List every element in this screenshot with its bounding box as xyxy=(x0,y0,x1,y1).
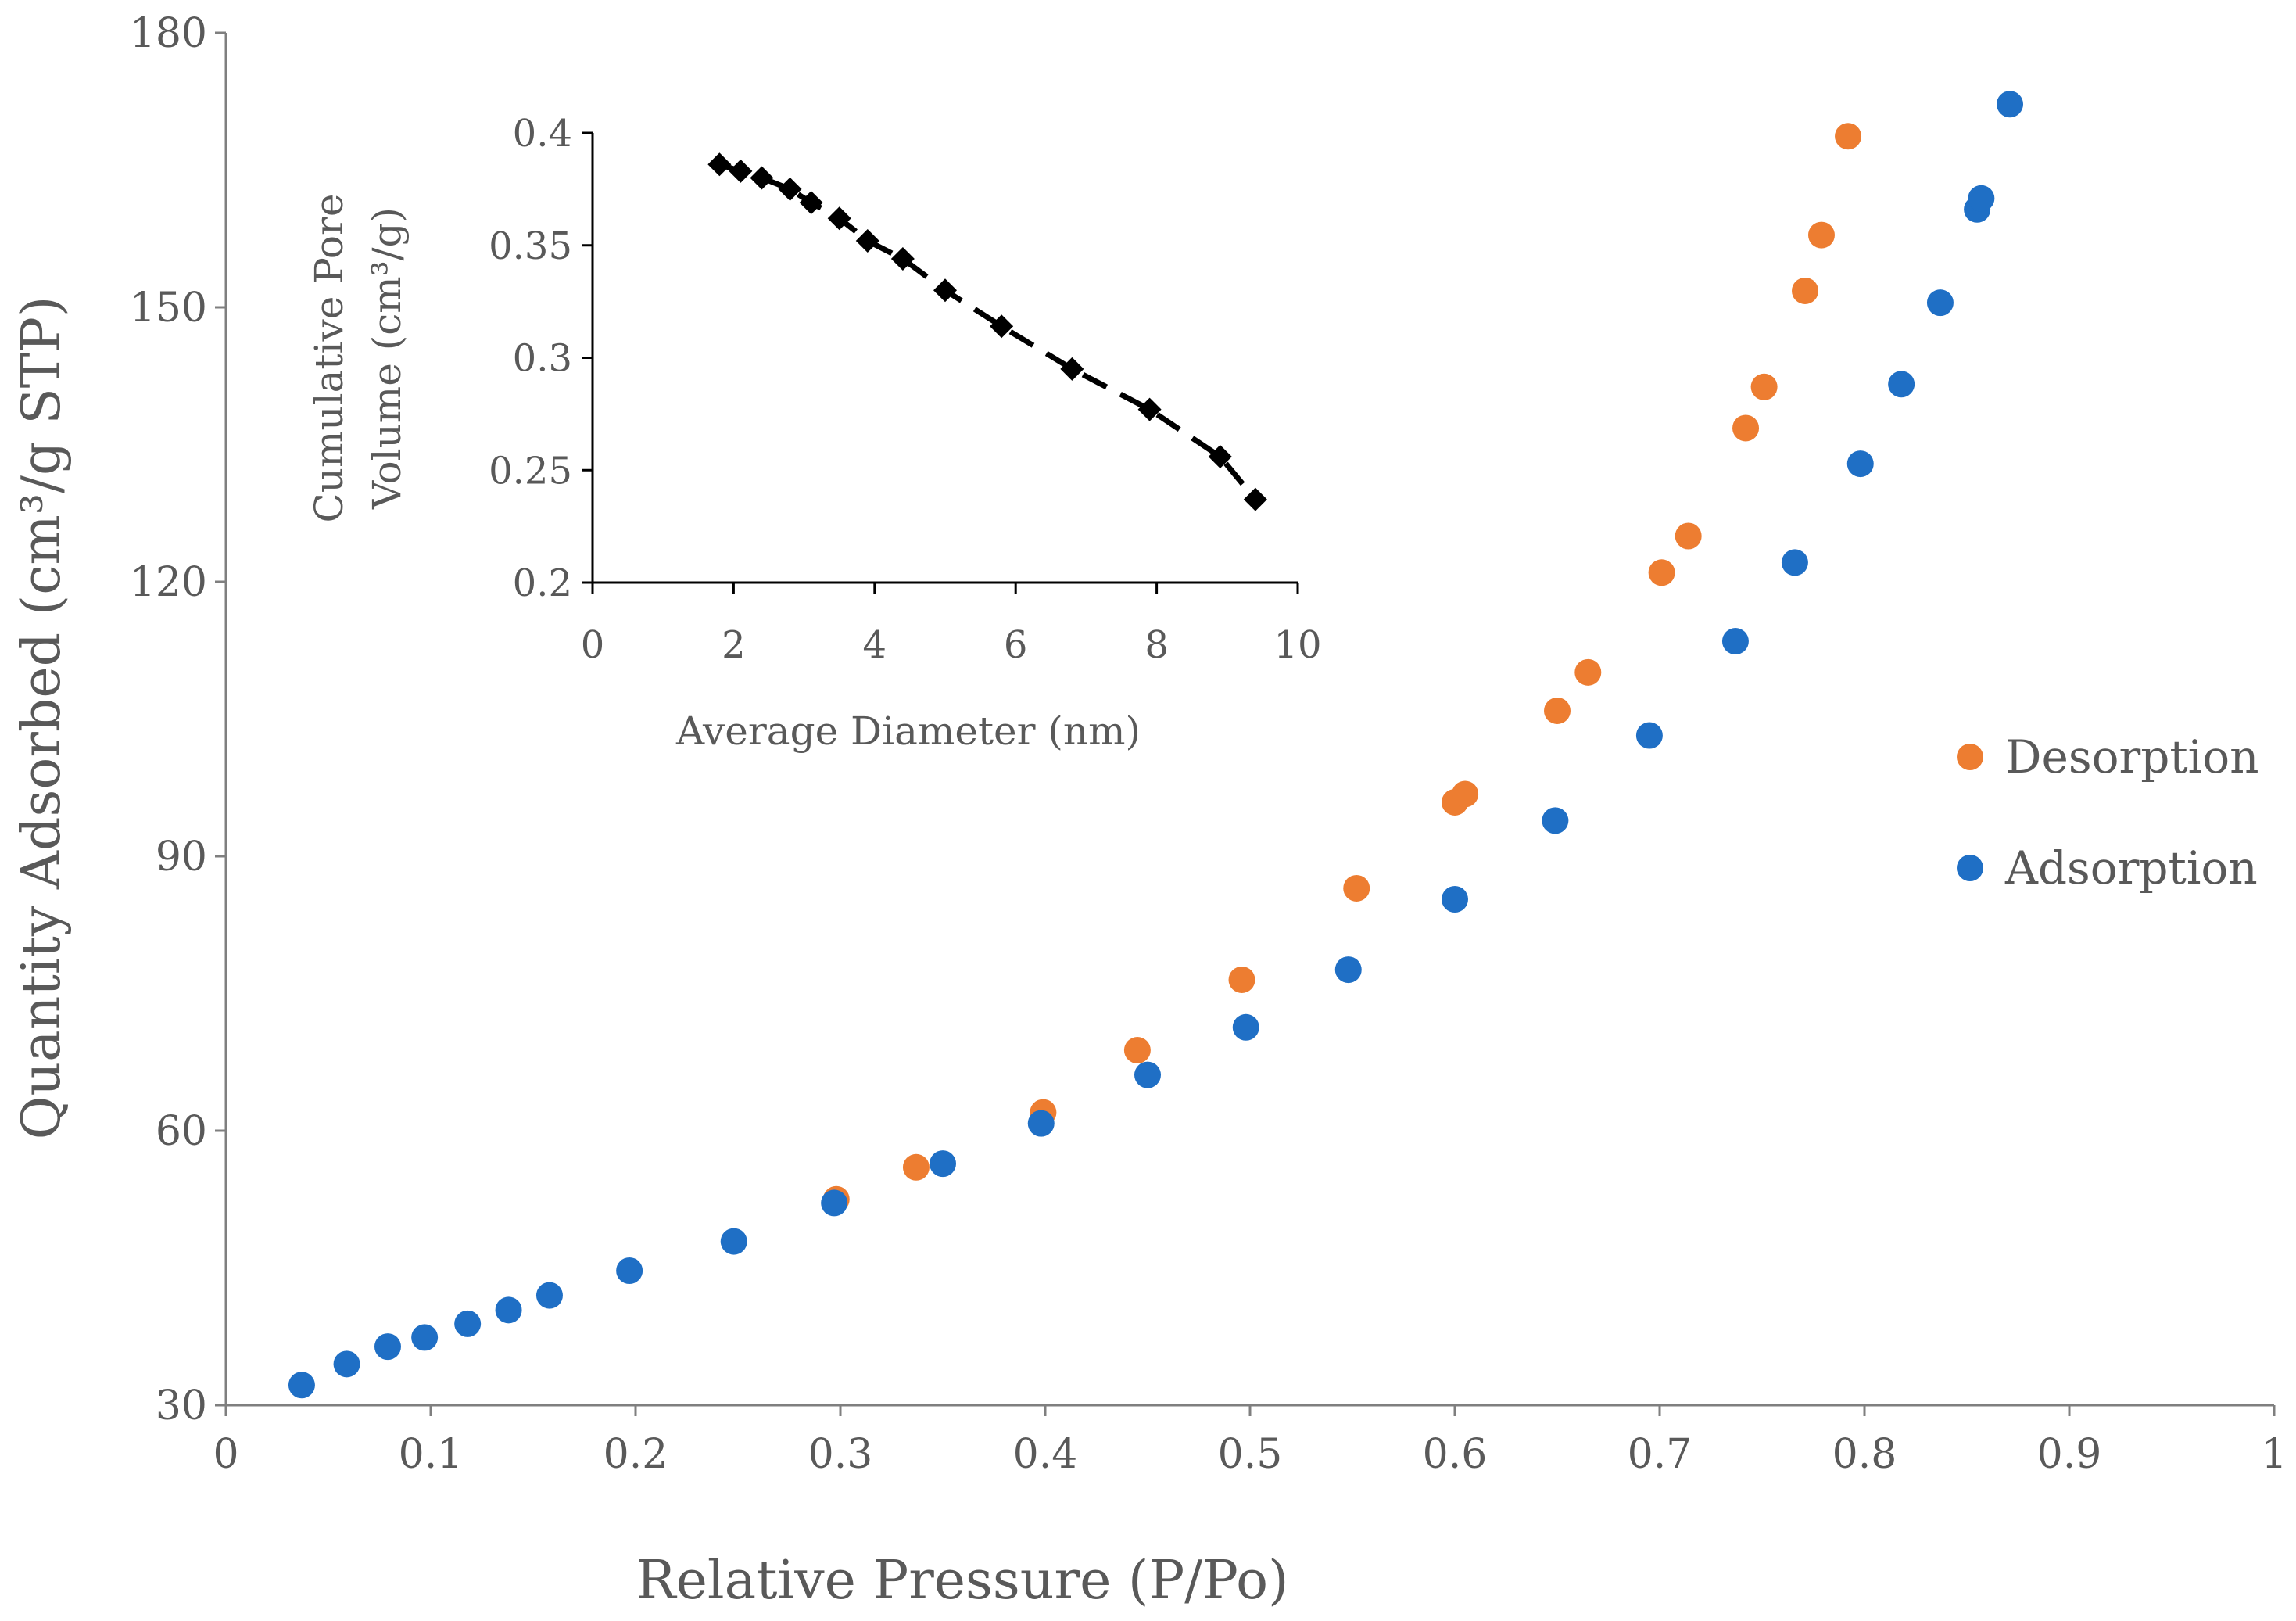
adsorption-point xyxy=(495,1296,522,1324)
adsorption-point xyxy=(1997,91,2024,118)
legend-marker-desorption xyxy=(1957,744,1983,770)
inset-y-tick-label: 0.3 xyxy=(513,337,572,381)
inset-diamond-point xyxy=(1060,357,1084,381)
inset-diamond-point xyxy=(933,278,957,303)
main-x-tick-label: 1 xyxy=(2261,1431,2287,1478)
legend: Desorption Adsorption xyxy=(1957,730,2259,895)
adsorption-point xyxy=(1926,289,1954,317)
desorption-point xyxy=(1792,277,1819,304)
inset-x-tick-label: 10 xyxy=(1273,623,1321,667)
adsorption-point xyxy=(535,1282,563,1309)
desorption-point xyxy=(1732,414,1760,442)
inset-trend-line xyxy=(718,161,1258,501)
main-x-tick-label: 0.9 xyxy=(2037,1431,2102,1478)
main-y-tick-label: 150 xyxy=(130,285,207,332)
inset-x-tick-label: 8 xyxy=(1144,623,1169,667)
inset-diamond-point xyxy=(1243,487,1267,511)
inset-x-tick-label: 4 xyxy=(863,623,887,667)
main-y-tick-label: 30 xyxy=(156,1383,207,1429)
inset-diamond-point xyxy=(750,166,774,190)
adsorption-point xyxy=(411,1324,439,1351)
inset-diamond-point xyxy=(729,159,753,183)
inset-axes: 0.2 0.25 0.3 0.35 0.4 0 2 4 6 8 10 xyxy=(489,112,1321,667)
desorption-point xyxy=(1807,221,1835,249)
adsorption-point xyxy=(288,1372,315,1399)
desorption-point xyxy=(1750,373,1778,400)
main-y-tick-label: 180 xyxy=(130,10,207,57)
main-data-points xyxy=(288,91,2024,1399)
inset-diamond-point xyxy=(827,206,851,231)
inset-y-axis-title-line1: Cumulative Pore xyxy=(306,194,352,523)
adsorption-point xyxy=(454,1310,482,1337)
adsorption-point xyxy=(1781,549,1808,576)
adsorption-point xyxy=(1442,885,1468,913)
main-x-tick-label: 0 xyxy=(213,1431,238,1478)
main-x-tick-label: 0.1 xyxy=(399,1431,464,1478)
main-y-tick-label: 90 xyxy=(156,834,207,880)
main-x-axis-title: Relative Pressure (P/Po) xyxy=(636,1550,1288,1612)
desorption-point xyxy=(1544,697,1571,724)
desorption-point xyxy=(1574,658,1602,686)
adsorption-point xyxy=(1721,628,1749,655)
main-y-tick-label: 120 xyxy=(130,559,207,606)
inset-diamond-point xyxy=(990,314,1014,339)
inset-x-tick-label: 6 xyxy=(1004,623,1028,667)
adsorption-point xyxy=(720,1228,747,1255)
main-y-tick-label: 60 xyxy=(156,1108,207,1155)
inset-y-tick-label: 0.4 xyxy=(513,112,572,156)
adsorption-point xyxy=(1968,185,1995,212)
inset-diamond-point xyxy=(1137,397,1162,421)
main-y-axis-title: Quantity Adsorbed (cm³/g STP) xyxy=(11,296,73,1140)
main-x-tick-label: 0.6 xyxy=(1423,1431,1488,1478)
inset-diamond-point xyxy=(707,152,732,177)
series-adsorption xyxy=(288,91,2024,1399)
desorption-point xyxy=(1123,1037,1151,1064)
adsorption-point xyxy=(821,1189,848,1217)
inset-data-points xyxy=(707,152,1267,511)
adsorption-point xyxy=(1846,450,1874,478)
inset-diamond-point xyxy=(778,177,802,201)
inset-diamond-point xyxy=(799,191,823,215)
main-x-tick-label: 0.3 xyxy=(808,1431,873,1478)
inset-diamond-point xyxy=(890,247,915,271)
desorption-point xyxy=(1228,966,1255,993)
adsorption-point xyxy=(1027,1110,1055,1137)
adsorption-point xyxy=(1334,956,1362,984)
series-desorption xyxy=(822,123,1862,1213)
main-x-tick-label: 0.8 xyxy=(1832,1431,1897,1478)
inset-x-axis-title: Average Diameter (nm) xyxy=(675,708,1141,754)
inset-diamond-point xyxy=(855,229,879,253)
main-x-tick-label: 0.7 xyxy=(1628,1431,1692,1478)
inset-x-tick-label: 2 xyxy=(722,623,746,667)
adsorption-point xyxy=(333,1350,360,1378)
adsorption-point xyxy=(1232,1013,1259,1041)
main-x-tick-label: 0.4 xyxy=(1013,1431,1078,1478)
adsorption-point xyxy=(616,1257,643,1285)
desorption-point xyxy=(902,1153,930,1181)
adsorption-point xyxy=(930,1150,956,1178)
desorption-point xyxy=(1835,123,1862,150)
inset-y-axis-title-line2: Volume (cm³/g) xyxy=(364,207,410,510)
legend-marker-adsorption xyxy=(1957,855,1983,881)
inset-y-tick-label: 0.35 xyxy=(489,224,572,268)
adsorption-point xyxy=(1635,722,1663,749)
inset-x-tick-label: 0 xyxy=(581,623,605,667)
desorption-point xyxy=(1452,780,1479,808)
main-x-tick-label: 0.2 xyxy=(604,1431,668,1478)
inset-diamond-point xyxy=(1208,445,1232,468)
inset-y-tick-label: 0.2 xyxy=(513,561,572,605)
main-x-tick-label: 0.5 xyxy=(1218,1431,1283,1478)
legend-label-desorption: Desorption xyxy=(2005,730,2259,784)
adsorption-point xyxy=(1134,1061,1161,1088)
legend-label-adsorption: Adsorption xyxy=(2004,841,2258,895)
inset-y-tick-label: 0.25 xyxy=(489,449,572,493)
desorption-point xyxy=(1343,874,1370,902)
adsorption-point xyxy=(1888,371,1915,398)
desorption-point xyxy=(1648,559,1675,586)
adsorption-point xyxy=(374,1333,401,1361)
desorption-point xyxy=(1675,522,1702,550)
adsorption-point xyxy=(1542,807,1569,834)
